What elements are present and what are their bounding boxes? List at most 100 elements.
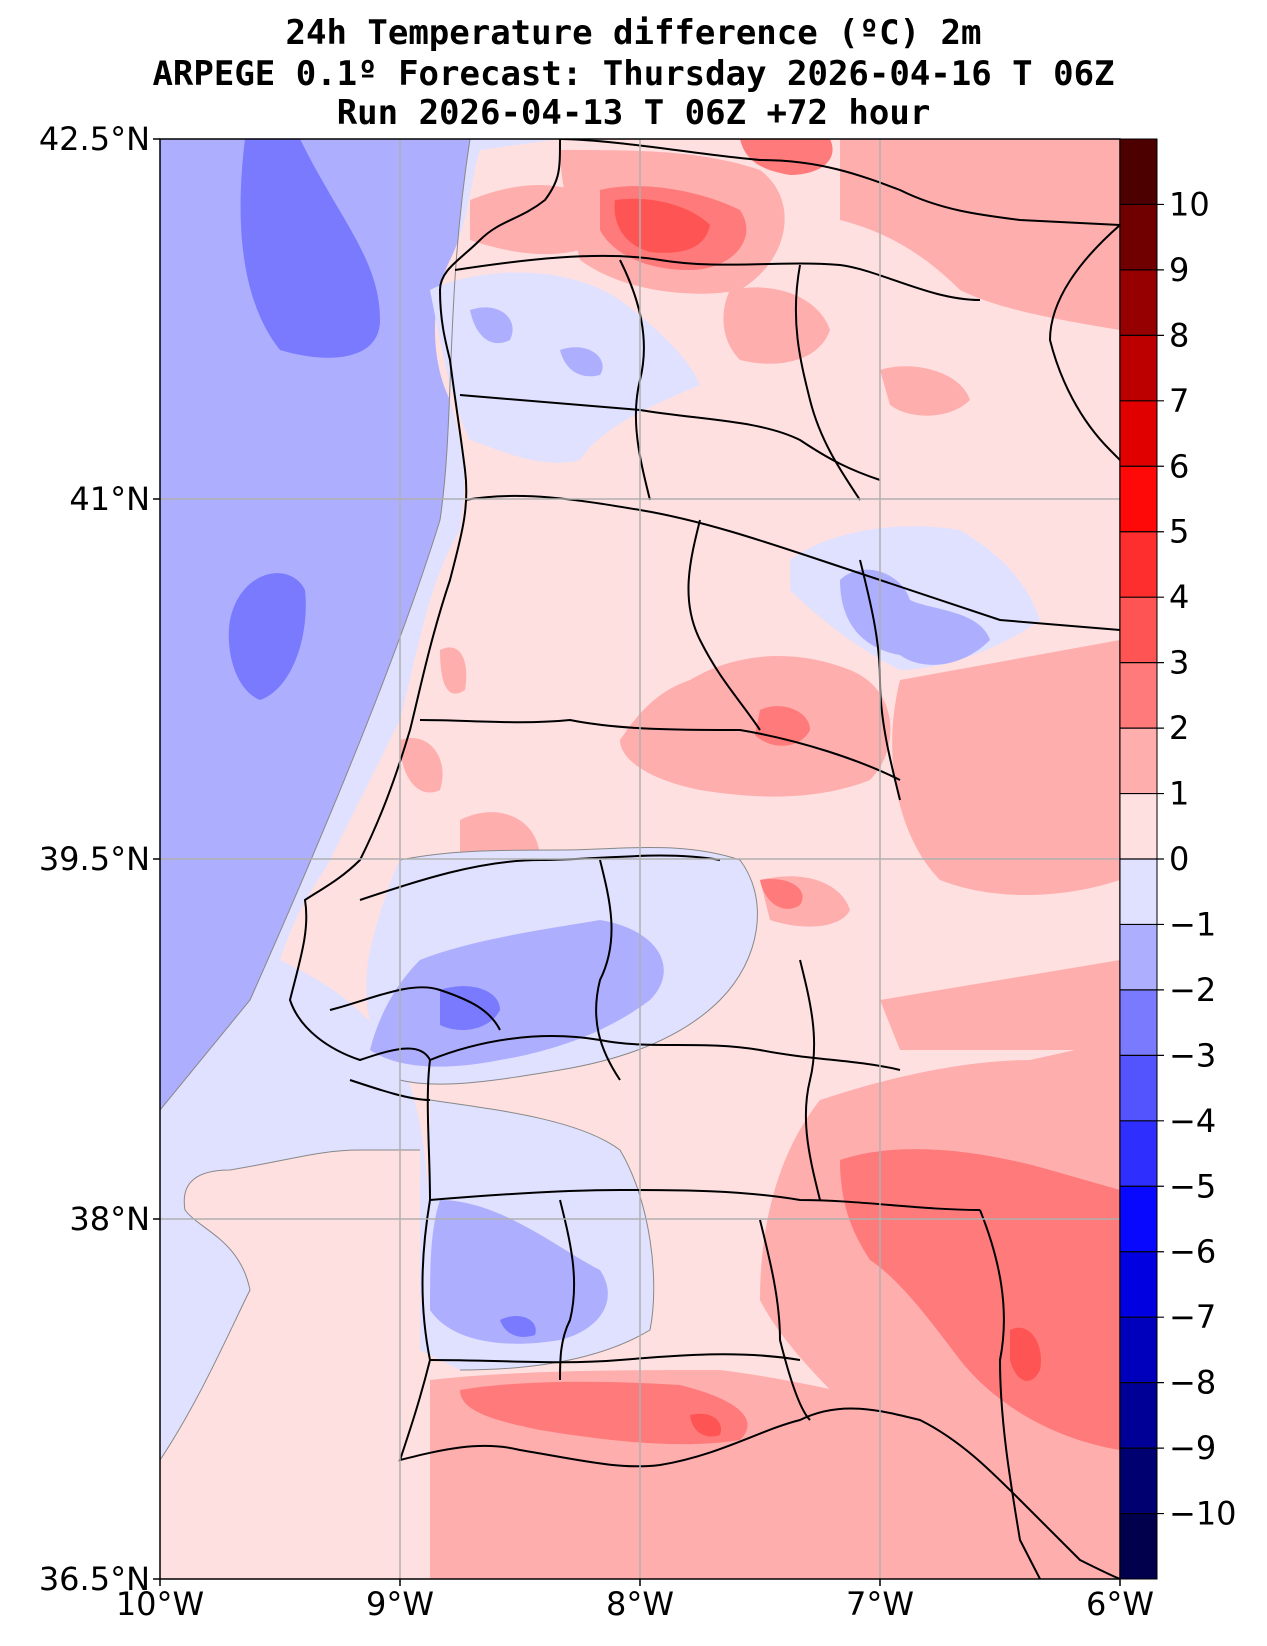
colorbar-segment xyxy=(1120,466,1157,532)
y-tick-label: 38°N xyxy=(69,1200,150,1238)
x-tick-label: 10°W xyxy=(116,1585,204,1623)
north-top-hot xyxy=(740,139,833,175)
contour-lines xyxy=(160,139,758,1461)
north-cool-patch-2 xyxy=(560,347,603,377)
x-axis-ticks: 10°W 9°W 8°W 7°W 6°W xyxy=(116,1579,1154,1623)
colorbar-label: 1 xyxy=(1169,775,1189,813)
colorbar-segment xyxy=(1120,1317,1157,1383)
alentejo-coastal-colder xyxy=(430,1200,608,1344)
alentejo-hot xyxy=(840,1149,1120,1450)
x-tick-label: 7°W xyxy=(846,1585,914,1623)
colorbar-segment xyxy=(1120,1513,1157,1579)
minho-hotter xyxy=(614,198,710,253)
colorbar-label: 2 xyxy=(1169,709,1189,747)
border-interior-7 xyxy=(559,1199,576,1381)
border-interior-6 xyxy=(799,959,821,1201)
colorbar-segment xyxy=(1120,1186,1157,1252)
alentejo-cold-patch xyxy=(500,1315,536,1337)
colorbar-segment xyxy=(1120,204,1157,270)
gridlines xyxy=(160,139,1120,1579)
colorbar-label: 10 xyxy=(1169,185,1210,223)
border-interior-5 xyxy=(595,859,621,1081)
border-district-3 xyxy=(464,494,1120,631)
colorbar-label: −8 xyxy=(1169,1364,1216,1402)
border-district-7 xyxy=(429,1188,981,1211)
border-district-4 xyxy=(419,718,901,781)
colorbar-segment xyxy=(1120,139,1157,205)
colorbar-segment xyxy=(1120,662,1157,729)
title-line-2: ARPEGE 0.1º Forecast: Thursday 2026-04-1… xyxy=(152,54,1115,94)
alentejo-hotter xyxy=(1010,1327,1041,1381)
colorbar-segment xyxy=(1120,859,1157,925)
colorbar-segment xyxy=(1120,793,1157,859)
algarve-hot xyxy=(460,1381,748,1445)
border-district-2 xyxy=(459,394,881,481)
border-interior-8 xyxy=(759,1219,811,1421)
castelo-branco-warm xyxy=(620,656,891,797)
colorbar-label: 0 xyxy=(1169,840,1189,878)
border-district-5 xyxy=(359,854,721,901)
x-tick-label: 8°W xyxy=(606,1585,674,1623)
colorbar-segment xyxy=(1120,728,1157,794)
southwest-ocean-warm xyxy=(160,1150,420,1579)
title-line-3: Run 2026-04-13 T 06Z +72 hour xyxy=(336,93,931,133)
colorbar-label: −7 xyxy=(1169,1298,1216,1336)
colorbar-label: −9 xyxy=(1169,1429,1216,1467)
colorbar-segment xyxy=(1120,924,1157,990)
douro-warm xyxy=(880,366,970,416)
tagus-estuary xyxy=(329,986,501,1031)
colorbar-label: 6 xyxy=(1169,447,1189,485)
colorbar-segment xyxy=(1120,335,1157,401)
colorbar-segment xyxy=(1120,989,1157,1056)
sado-estuary xyxy=(349,1079,431,1101)
offshore-cold-patch xyxy=(240,139,380,358)
border-district-8 xyxy=(429,1353,801,1364)
coastal-warm-1 xyxy=(440,647,467,694)
y-tick-label: 36.5°N xyxy=(39,1560,150,1598)
y-tick-label: 42.5°N xyxy=(39,120,150,158)
colorbar-label: 5 xyxy=(1169,513,1189,551)
coastline-and-borders xyxy=(288,139,1120,1579)
colorbar-segment xyxy=(1120,400,1157,467)
colorbar-label: 4 xyxy=(1169,578,1189,616)
offshore-cool-band xyxy=(160,139,470,1110)
offshore-cold-patch-2 xyxy=(228,573,306,700)
colorbar-label: −5 xyxy=(1169,1167,1216,1205)
y-axis-ticks: 42.5°N 41°N 39.5°N 38°N 36.5°N xyxy=(39,120,160,1598)
colorbar-segment xyxy=(1120,1251,1157,1318)
colorbar-segment xyxy=(1120,1448,1157,1514)
colorbar-segment xyxy=(1120,1382,1157,1449)
colorbar-segment xyxy=(1120,1055,1157,1121)
north-cool-patch xyxy=(470,307,513,344)
border-spain-south xyxy=(979,1209,1041,1579)
colorbar-label: −3 xyxy=(1169,1036,1216,1074)
map-plot-area xyxy=(160,139,1120,1579)
algarve-hotter xyxy=(690,1413,721,1437)
y-tick-label: 39.5°N xyxy=(39,840,150,878)
colorbar-label: 8 xyxy=(1169,316,1189,354)
central-east-hot xyxy=(760,879,803,909)
x-tick-label: 9°W xyxy=(366,1585,434,1623)
colorbar-label: −4 xyxy=(1169,1102,1216,1140)
east-central-warm xyxy=(892,640,1120,895)
title-line-1: 24h Temperature difference (ºC) 2m xyxy=(285,13,982,53)
tagus-colder xyxy=(370,920,664,1067)
border-east xyxy=(1048,224,1120,461)
colorbar-segment xyxy=(1120,531,1157,598)
colorbar-label: 3 xyxy=(1169,644,1189,682)
colorbar-segment xyxy=(1120,1120,1157,1187)
colorbar-segment xyxy=(1120,597,1157,663)
x-tick-label: 6°W xyxy=(1086,1585,1154,1623)
border-interior-3 xyxy=(687,519,761,731)
northeast-warm xyxy=(840,139,1120,330)
y-tick-label: 41°N xyxy=(69,480,150,518)
coastline xyxy=(288,139,1120,1579)
east-alentejo-warm xyxy=(880,960,1120,1050)
tagus-coldest xyxy=(440,986,500,1030)
colorbar-segment xyxy=(1120,269,1157,336)
colorbar-label: −2 xyxy=(1169,971,1216,1009)
colorbar-label: −10 xyxy=(1169,1495,1237,1533)
colorbar-label: 9 xyxy=(1169,251,1189,289)
